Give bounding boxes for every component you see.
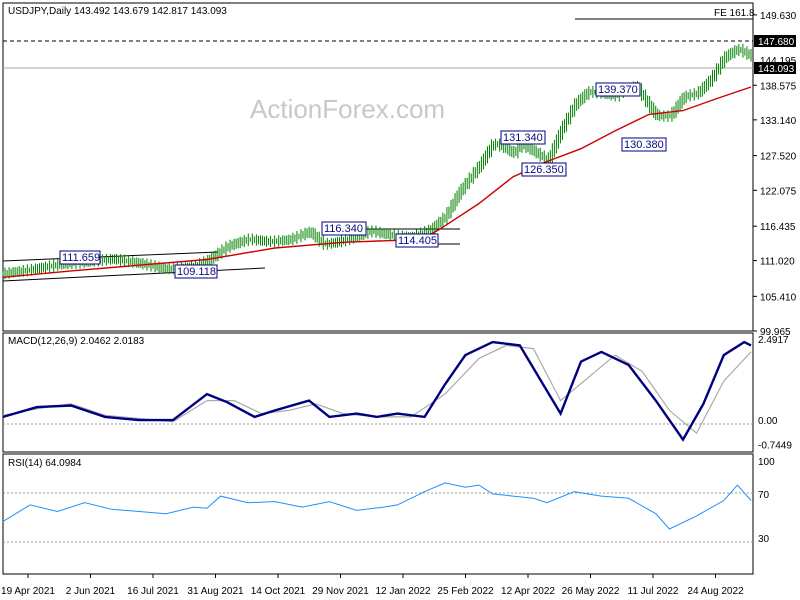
callout-126350: 126.350 — [521, 162, 567, 177]
callout-116340: 116.340 — [321, 221, 367, 236]
price-tick-label: 138.575 — [760, 81, 797, 92]
price-tick-label: 99.965 — [760, 327, 791, 338]
x-tick-label: 14 Oct 2021 — [251, 586, 306, 597]
svg-text:130.380: 130.380 — [624, 139, 664, 151]
price-panel-frame — [2, 2, 754, 332]
x-tick-label: 16 Jul 2021 — [127, 586, 179, 597]
svg-text:111.659: 111.659 — [62, 252, 100, 264]
x-tick-label: 29 Nov 2021 — [312, 586, 369, 597]
macd-tick-label: 0.00 — [758, 416, 778, 427]
svg-text:116.340: 116.340 — [324, 223, 363, 235]
x-tick-label: 26 May 2022 — [562, 586, 620, 597]
svg-text:139.370: 139.370 — [598, 84, 638, 96]
svg-text:143.093: 143.093 — [758, 64, 795, 75]
symbol-header: USDJPY,Daily 143.492 143.679 142.817 143… — [8, 6, 227, 17]
macd-axis: 2.4917 0.00 -0.7449 — [758, 335, 792, 451]
price-tick-label: 105.410 — [760, 292, 797, 303]
fe-label: FE 161.8 — [714, 8, 755, 19]
price-tick-label: 144.195 — [760, 56, 797, 67]
callout-131340: 131.340 — [500, 130, 546, 145]
rsi-tick-label: 30 — [758, 534, 770, 545]
x-tick-label: 19 Apr 2021 — [1, 586, 55, 597]
last-price-tag: 143.093 — [754, 62, 796, 75]
price-tick-label: 122.075 — [760, 186, 797, 197]
price-tick-label: 111.020 — [760, 257, 795, 268]
svg-text:114.405: 114.405 — [398, 235, 437, 247]
price-tick-label: 149.630 — [760, 11, 797, 22]
rsi-axis: 100 70 30 — [758, 457, 775, 545]
macd-label: MACD(12,26,9) 2.0462 2.0183 — [8, 336, 145, 347]
x-tick-label: 12 Jan 2022 — [375, 586, 430, 597]
macd-panel-frame — [2, 332, 754, 453]
svg-text:109.118: 109.118 — [177, 266, 216, 278]
svg-text:126.350: 126.350 — [524, 164, 564, 176]
x-tick-label: 11 Jul 2022 — [628, 586, 679, 597]
moving-average-line — [2, 86, 752, 278]
x-tick-label: 12 Apr 2022 — [501, 586, 555, 597]
x-tick-label: 25 Feb 2022 — [437, 586, 494, 597]
x-axis: 19 Apr 2021 2 Jun 2021 16 Jul 2021 31 Aug 2… — [1, 574, 744, 597]
callout-114405: 114.405 — [395, 233, 439, 248]
macd-tick-label: 2.4917 — [758, 335, 789, 346]
price-tick-label: 127.520 — [760, 152, 797, 163]
rsi-panel-frame — [2, 453, 754, 575]
channel-bottom-line — [2, 267, 266, 282]
macd-tick-label: -0.7449 — [758, 440, 792, 451]
callout-139370: 139.370 — [595, 82, 641, 97]
rsi-tick-label: 70 — [758, 490, 770, 501]
rsi-tick-label: 100 — [758, 457, 775, 468]
level-tag: 147.680 — [754, 35, 796, 48]
x-tick-label: 31 Aug 2021 — [187, 586, 244, 597]
price-tick-label: 116.435 — [760, 222, 796, 233]
callout-109118: 109.118 — [174, 264, 218, 279]
callout-130380: 130.380 — [621, 137, 667, 152]
svg-text:131.340: 131.340 — [503, 132, 543, 144]
rsi-label: RSI(14) 64.0984 — [8, 458, 82, 469]
svg-text:147.680: 147.680 — [758, 37, 795, 48]
price-tick-label: 133.140 — [760, 116, 797, 127]
x-tick-label: 24 Aug 2022 — [687, 586, 744, 597]
callout-111659: 111.659 — [59, 250, 101, 265]
macd-line — [2, 340, 752, 442]
x-tick-label: 2 Jun 2021 — [66, 586, 116, 597]
price-axis: 149.630 138.575 133.140 127.520 122.075 116.4… — [753, 11, 797, 338]
rsi-line — [2, 482, 752, 530]
watermark: ActionForex.com — [250, 94, 445, 124]
price-candles — [2, 43, 752, 280]
